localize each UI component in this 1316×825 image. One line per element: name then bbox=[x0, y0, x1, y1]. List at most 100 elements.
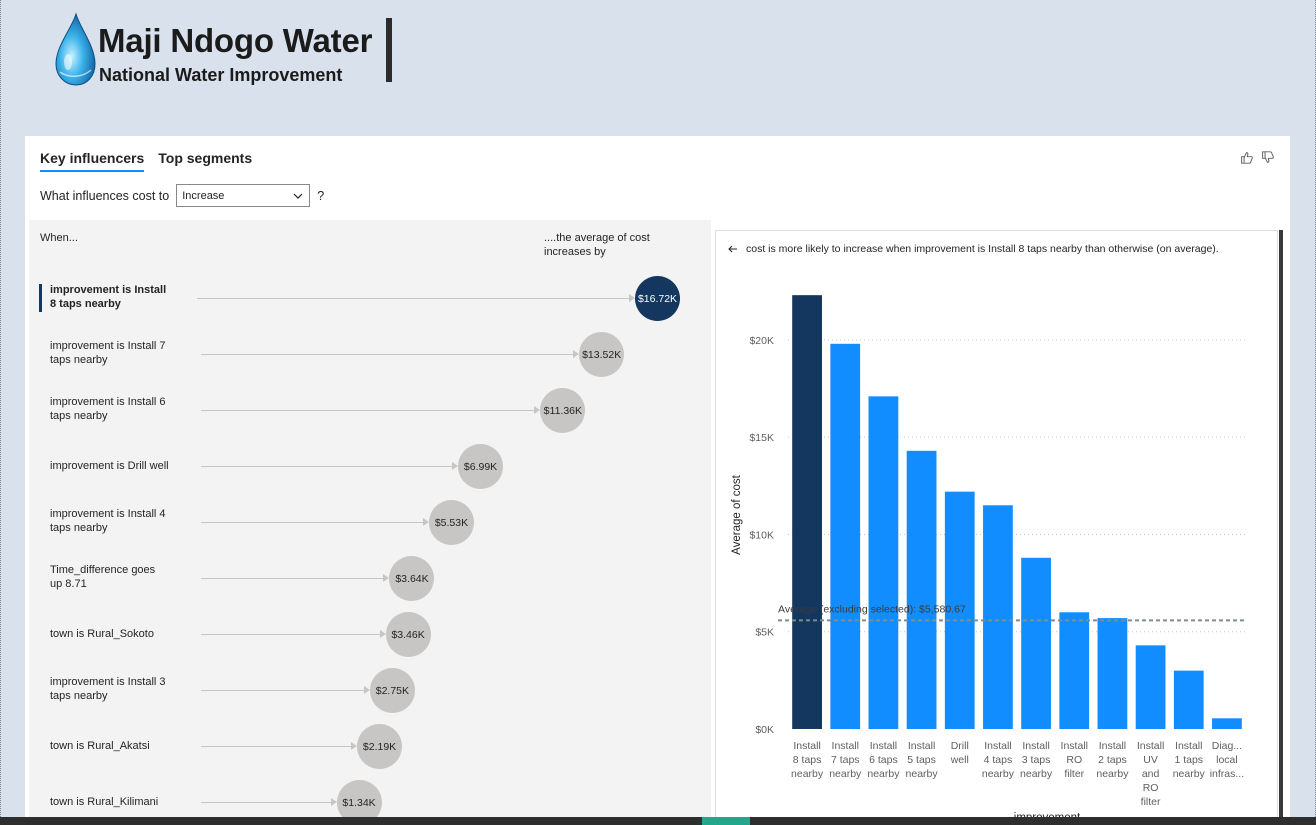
arrow-right-icon bbox=[330, 798, 337, 806]
bar[interactable] bbox=[983, 505, 1013, 729]
influencer-label: improvement is Install 4 taps nearby bbox=[50, 508, 166, 534]
influencer-line bbox=[201, 466, 453, 467]
y-tick-label: $15K bbox=[749, 432, 774, 444]
influencer-value-bubble[interactable]: $11.36K bbox=[540, 388, 586, 433]
bar[interactable] bbox=[1212, 718, 1242, 729]
influencer-value-bubble[interactable]: $13.52K bbox=[579, 332, 625, 377]
x-tick-label: Install bbox=[793, 740, 820, 752]
influencer-line bbox=[201, 522, 423, 523]
water-drop-icon bbox=[55, 12, 96, 86]
influencer-label: town is Rural_Kilimani bbox=[50, 796, 159, 808]
influencer-line bbox=[201, 354, 574, 355]
y-axis-title: Average of cost bbox=[731, 474, 743, 555]
influencer-label: improvement is Install 8 taps nearby bbox=[50, 284, 167, 310]
y-tick-label: $10K bbox=[749, 529, 774, 541]
arrow-right-icon bbox=[351, 742, 358, 750]
x-tick-label: Install bbox=[1061, 740, 1088, 752]
x-tick-label: Install bbox=[984, 740, 1011, 752]
x-tick-label: nearby bbox=[906, 768, 939, 780]
bar[interactable] bbox=[906, 450, 937, 729]
key-influencers-visual: Key influencers Top segments What influe… bbox=[25, 136, 1290, 825]
influencer-row[interactable]: improvement is Install 4 taps nearby $5.5… bbox=[29, 494, 711, 550]
bar[interactable] bbox=[830, 343, 861, 729]
question-mark: ? bbox=[317, 188, 325, 203]
bar[interactable] bbox=[1021, 557, 1051, 729]
bar[interactable] bbox=[944, 491, 975, 729]
title-divider bbox=[386, 18, 392, 82]
arrow-right-icon bbox=[534, 406, 541, 414]
arrow-right-icon bbox=[452, 462, 459, 470]
influencer-line bbox=[201, 634, 380, 635]
x-tick-label: Install bbox=[1175, 740, 1202, 752]
influencer-row[interactable]: Time_difference goes up 8.71 $3.64K bbox=[29, 550, 711, 606]
bar[interactable] bbox=[1135, 645, 1166, 729]
direction-dropdown[interactable]: Increase bbox=[176, 184, 311, 207]
arrow-right-icon bbox=[422, 518, 429, 526]
selection-indicator bbox=[39, 284, 42, 312]
x-tick-label: 5 taps bbox=[907, 754, 936, 766]
arrow-right-icon bbox=[629, 294, 635, 302]
x-tick-label: local bbox=[1216, 754, 1238, 766]
scrollbar[interactable] bbox=[1279, 230, 1283, 825]
influencer-line bbox=[201, 410, 535, 411]
y-tick-label: $5K bbox=[755, 627, 774, 639]
bar[interactable] bbox=[868, 396, 899, 729]
bar[interactable] bbox=[792, 295, 822, 729]
tab-key-influencers[interactable]: Key influencers bbox=[40, 150, 145, 172]
back-arrow-icon[interactable] bbox=[728, 244, 738, 254]
influencer-row[interactable]: town is Rural_Akatsi $2.19K bbox=[29, 718, 711, 774]
influencer-row[interactable]: improvement is Install 3 taps nearby $2.7… bbox=[29, 662, 711, 718]
thumbs-down-icon[interactable] bbox=[1261, 151, 1274, 164]
x-tick-label: Install bbox=[1099, 740, 1126, 752]
report-subtitle: National Water Improvement bbox=[99, 65, 343, 85]
influencer-value-bubble[interactable]: $2.75K bbox=[369, 668, 415, 713]
x-tick-label: filter bbox=[1141, 796, 1161, 808]
influencer-label: improvement is Drill well bbox=[50, 460, 169, 472]
x-tick-label: 7 taps bbox=[831, 754, 860, 766]
bar[interactable] bbox=[1059, 612, 1090, 729]
influencer-value-bubble[interactable]: $5.53K bbox=[428, 500, 474, 545]
x-tick-label: nearby bbox=[1020, 768, 1053, 780]
x-tick-label: well bbox=[950, 754, 969, 766]
thumbs-up-icon[interactable] bbox=[1240, 151, 1253, 164]
bar[interactable] bbox=[1097, 618, 1128, 729]
x-tick-label: infras... bbox=[1210, 768, 1244, 780]
x-tick-label: 8 taps bbox=[793, 754, 822, 766]
bar-chart: $0K $5K $10K $15K $20K Average of cost Install… bbox=[731, 295, 1246, 824]
taskbar-active-indicator bbox=[702, 817, 750, 825]
influencer-line bbox=[201, 746, 352, 747]
bar[interactable] bbox=[1173, 670, 1204, 729]
direction-dropdown-value: Increase bbox=[182, 189, 225, 202]
tab-top-segments[interactable]: Top segments bbox=[158, 150, 253, 166]
influencer-value-bubble[interactable]: $6.99K bbox=[458, 444, 504, 489]
y-tick-label: $20K bbox=[749, 335, 774, 347]
x-tick-label: Install bbox=[908, 740, 935, 752]
chevron-down-icon bbox=[293, 193, 303, 199]
x-tick-label: Diag... bbox=[1212, 740, 1242, 752]
x-tick-label: nearby bbox=[1096, 768, 1129, 780]
arrow-right-icon bbox=[379, 630, 386, 638]
reference-line-label: Average (excluding selected): $5,580.67 bbox=[778, 603, 966, 615]
x-tick-label: Drill bbox=[951, 740, 969, 752]
influencer-row[interactable]: improvement is Install 7 taps nearby $13.… bbox=[29, 326, 711, 382]
arrow-right-icon bbox=[363, 686, 370, 694]
chart-header: cost is more likely to increase when imp… bbox=[728, 243, 1219, 255]
influencer-value-bubble[interactable]: $2.19K bbox=[357, 724, 403, 769]
influencer-row[interactable]: improvement is Drill well $6.99K bbox=[29, 438, 711, 494]
report-title: Maji Ndogo Water bbox=[98, 22, 373, 59]
influencer-label: improvement is Install 7 taps nearby bbox=[50, 340, 166, 366]
x-tick-label: 2 taps bbox=[1098, 754, 1127, 766]
influencer-value-bubble[interactable]: $16.72K bbox=[635, 276, 680, 321]
influencer-row[interactable]: improvement is Install 6 taps nearby $11.… bbox=[29, 382, 711, 438]
x-tick-label: filter bbox=[1064, 768, 1084, 780]
y-tick-label: $0K bbox=[755, 724, 774, 736]
influencer-value-bubble[interactable]: $3.46K bbox=[385, 612, 431, 657]
report-header: Maji Ndogo Water National Water Improvem… bbox=[50, 10, 395, 88]
influencer-value-bubble[interactable]: $3.64K bbox=[389, 556, 435, 601]
influencer-row[interactable]: town is Rural_Sokoto $3.46K bbox=[29, 606, 711, 662]
arrow-right-icon bbox=[573, 350, 580, 358]
x-tick-label: and bbox=[1142, 768, 1160, 780]
x-tick-label: 1 taps bbox=[1174, 754, 1203, 766]
influencer-detail-chart: cost is more likely to increase when imp… bbox=[715, 230, 1278, 825]
influencer-row[interactable]: improvement is Install 8 taps nearby $16.… bbox=[29, 270, 711, 326]
